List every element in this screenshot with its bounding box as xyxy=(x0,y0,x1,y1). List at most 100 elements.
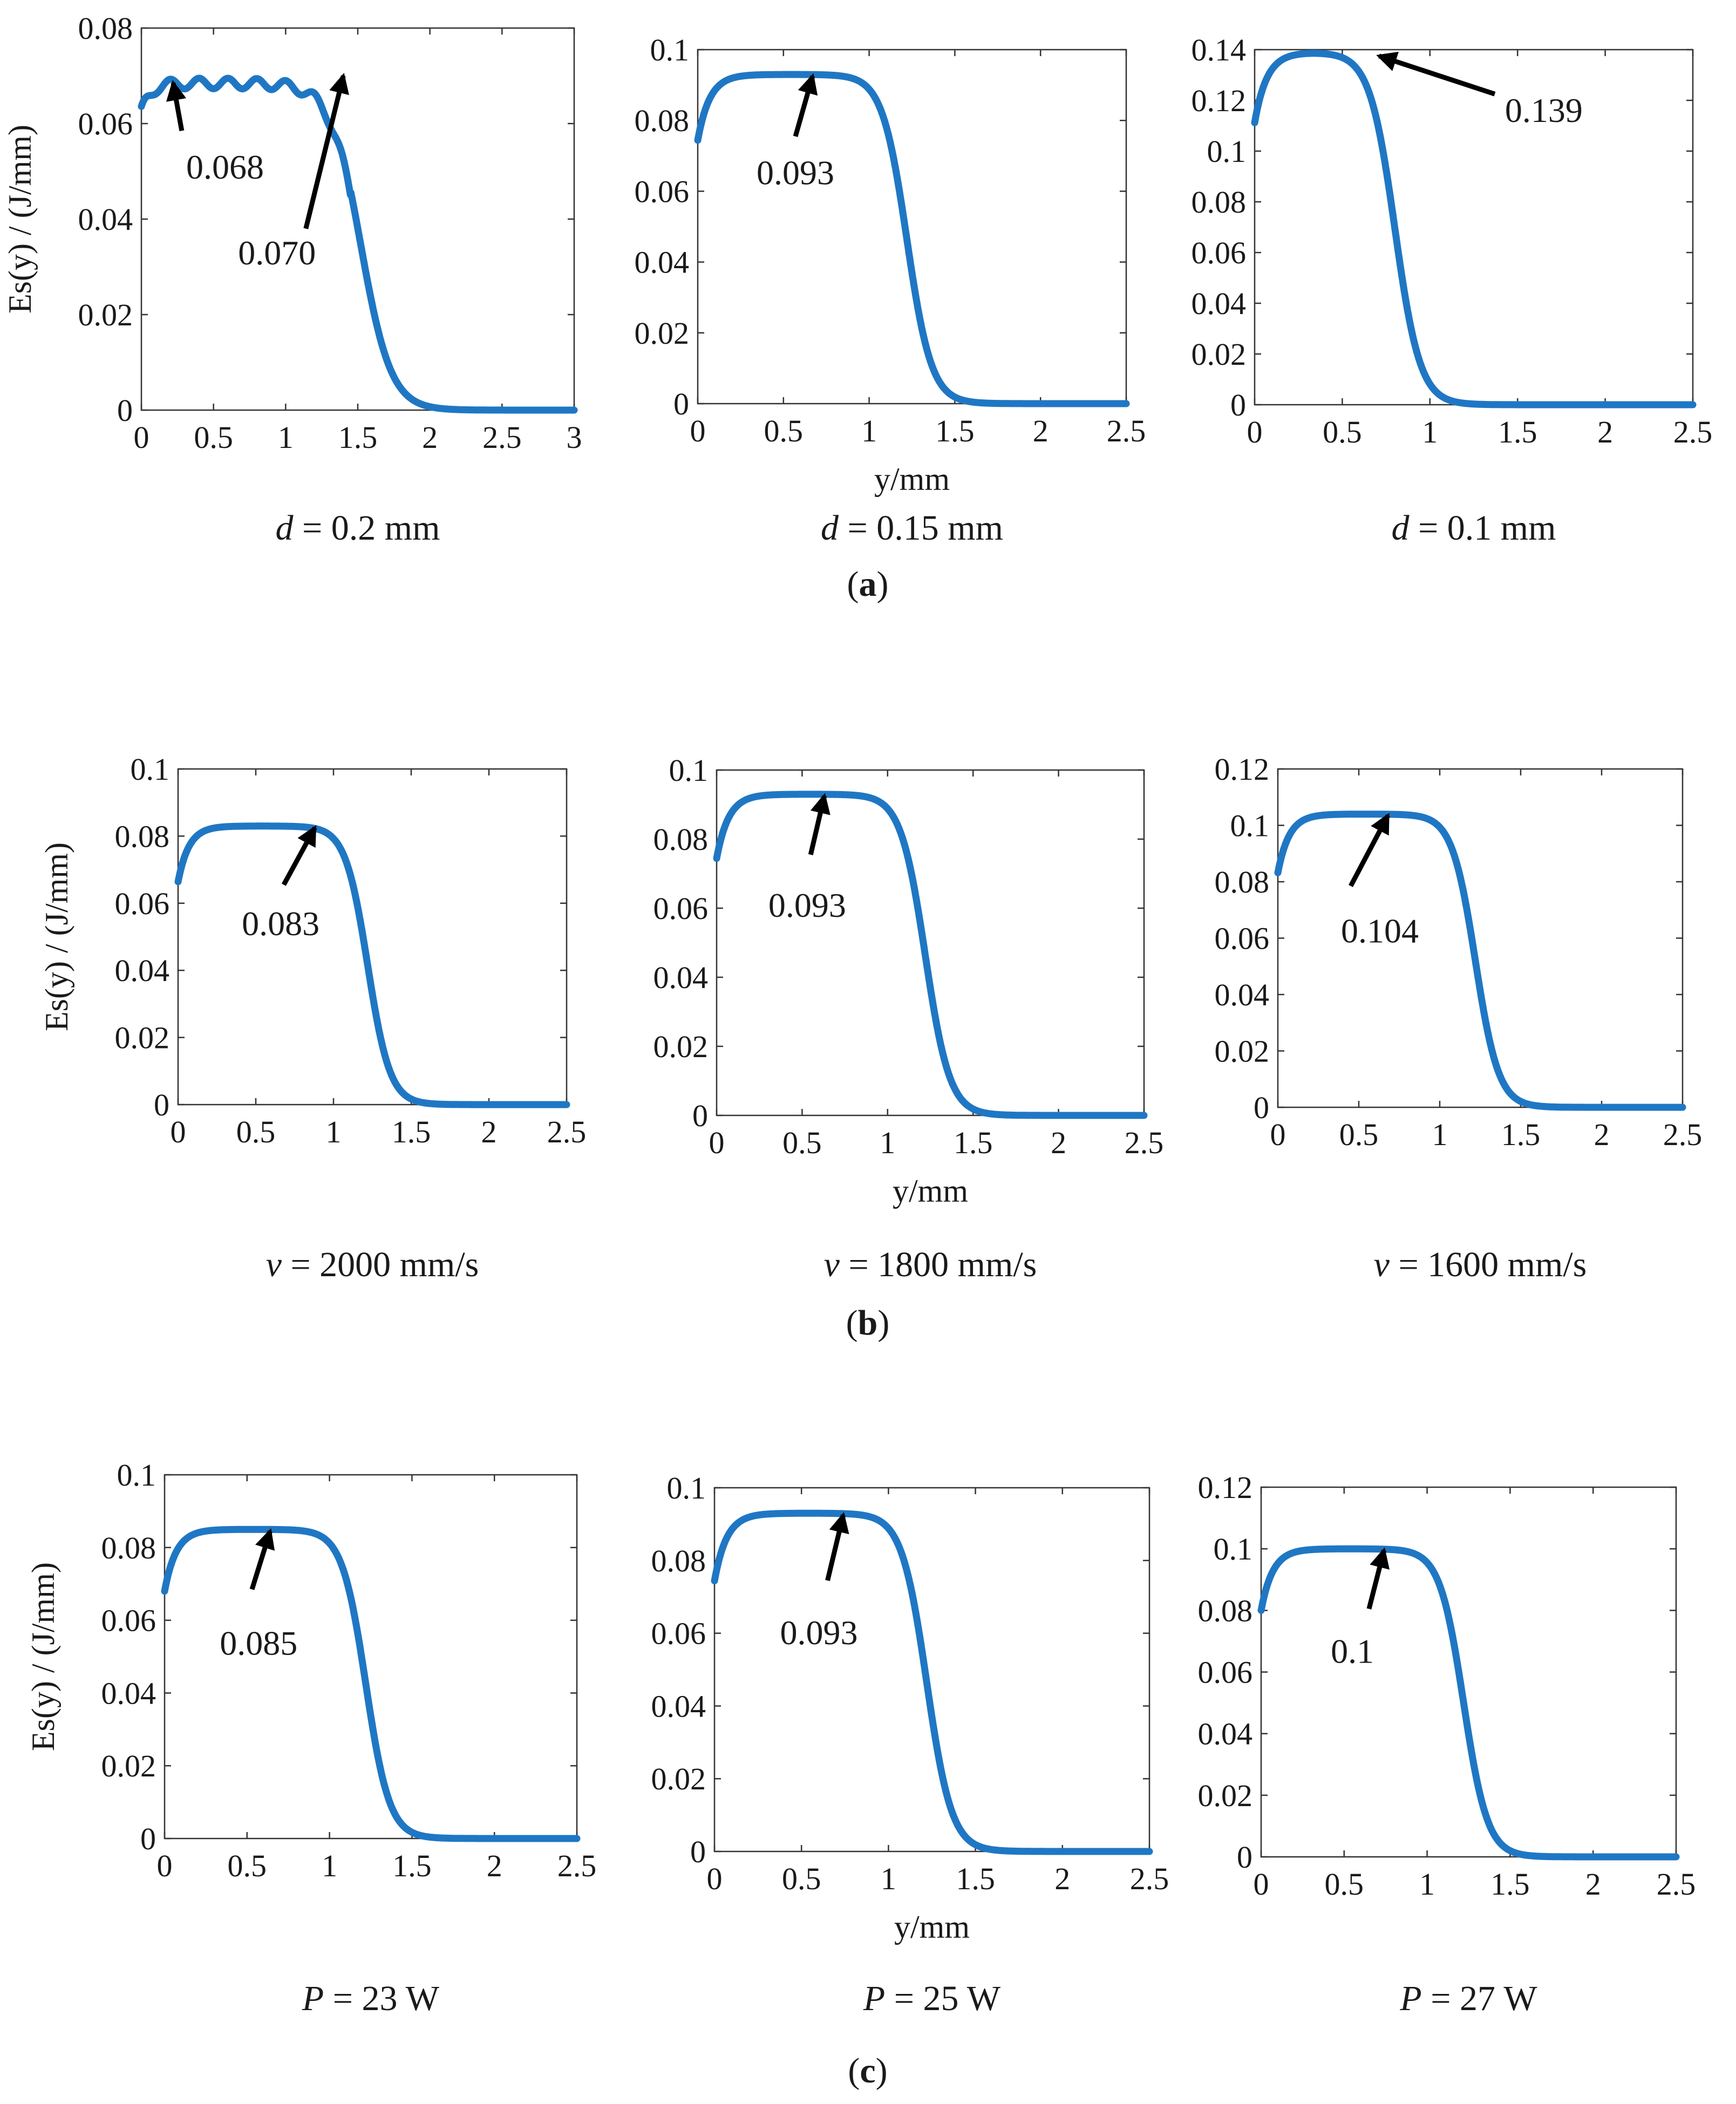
x-tick-label: 0.5 xyxy=(1325,1867,1364,1902)
subplot-a2: 0 0.5 1 1.5 2 2.5 0 0.02 0.04 0.06 0.08 0.1 0.093 y/m… xyxy=(635,32,1146,548)
x-tick-label: 1 xyxy=(326,1114,342,1149)
series-line xyxy=(711,1509,1153,1855)
annotation-label: 0.093 xyxy=(768,886,846,924)
y-tick-label: 0.04 xyxy=(635,245,690,280)
y-tick-label: 0.04 xyxy=(1192,286,1247,321)
series-line xyxy=(138,74,578,414)
panel-label-letter: b xyxy=(858,1303,878,1343)
x-tick-label: 1.5 xyxy=(1501,1117,1541,1152)
y-tick-label: 0.04 xyxy=(653,960,709,995)
annotation-label: 0.083 xyxy=(242,904,319,943)
caption-value: = 25 W xyxy=(885,1979,1001,2018)
series-line xyxy=(1257,1545,1680,1861)
y-tick-label: 0.06 xyxy=(101,1603,156,1638)
caption-variable: P xyxy=(302,1979,324,2018)
annotation-label: 0.068 xyxy=(186,148,264,186)
caption-variable: P xyxy=(1399,1979,1421,2018)
x-tick-label: 1 xyxy=(1432,1117,1448,1152)
subplot-caption: v = 1800 mm/s xyxy=(824,1245,1037,1284)
x-tick-label: 1 xyxy=(861,413,877,448)
caption-value: = 1600 mm/s xyxy=(1390,1245,1587,1284)
subplot-c3: 0 0.5 1 1.5 2 2.5 0 0.02 0.04 0.06 0.08 0.1 0.12 0.1 P… xyxy=(1198,1470,1696,2018)
x-tick-label: 2 xyxy=(481,1114,497,1149)
y-tick-label: 0.08 xyxy=(115,819,170,854)
x-tick-label: 2 xyxy=(1585,1867,1601,1902)
panel-label-open: ( xyxy=(847,564,859,604)
series-line xyxy=(174,822,570,1108)
y-tick-label: 0.06 xyxy=(115,886,170,921)
x-tick-label: 1.5 xyxy=(956,1861,995,1896)
x-tick-label: 0.5 xyxy=(194,420,233,455)
x-tick-label: 0 xyxy=(690,413,706,448)
panel-label: (a) xyxy=(847,564,889,604)
subplot-c2: 0 0.5 1 1.5 2 2.5 0 0.02 0.04 0.06 0.08 0.1 0.093 y/m… xyxy=(651,1470,1169,2018)
y-tick-label: 0.04 xyxy=(651,1688,706,1724)
panel-label-open: ( xyxy=(848,2051,860,2091)
caption-value: = 23 W xyxy=(324,1979,440,2018)
y-tick-label: 0.08 xyxy=(1215,864,1270,900)
x-tick-label: 0 xyxy=(707,1861,723,1896)
y-tick-label: 0.08 xyxy=(78,11,133,46)
plot-frame xyxy=(713,1487,1150,1853)
y-tick-label: 0.02 xyxy=(101,1748,156,1783)
y-tick-label: 0.14 xyxy=(1192,32,1247,67)
y-tick-label: 0 xyxy=(117,393,133,428)
caption-value: = 0.15 mm xyxy=(839,508,1003,548)
annotation-label: 0.070 xyxy=(238,234,316,272)
y-axis-label: Es(y) / (J/mm) xyxy=(25,1562,61,1751)
y-tick-label: 0.08 xyxy=(101,1530,156,1565)
x-tick-label: 1 xyxy=(1419,1867,1435,1902)
x-tick-label: 2.5 xyxy=(1107,413,1146,448)
plot-frame xyxy=(1277,768,1684,1108)
subplot-caption: v = 1600 mm/s xyxy=(1374,1245,1587,1284)
y-tick-label: 0.04 xyxy=(101,1676,156,1711)
annotation-arrow xyxy=(793,73,818,137)
y-tick-label: 0.1 xyxy=(667,1470,706,1506)
x-tick-label: 2 xyxy=(487,1848,502,1883)
subplot-caption: v = 2000 mm/s xyxy=(266,1245,479,1284)
x-tick-label: 2.5 xyxy=(1673,414,1713,450)
x-tick-label: 3 xyxy=(567,420,582,455)
annotation-arrow xyxy=(166,80,187,132)
annotation-arrow xyxy=(1376,51,1496,97)
y-tick-label: 0.06 xyxy=(1198,1655,1253,1690)
plot-frame xyxy=(716,769,1145,1116)
x-tick-label: 1.5 xyxy=(935,413,975,448)
y-tick-label: 0.06 xyxy=(651,1616,706,1651)
x-tick-label: 2 xyxy=(1033,413,1049,448)
panel-labels: (a)(b)(c) xyxy=(846,564,890,2091)
x-tick-label: 0.5 xyxy=(228,1848,267,1883)
y-tick-label: 0.1 xyxy=(669,753,709,788)
y-tick-label: 0.1 xyxy=(650,32,690,67)
panel-label-letter: c xyxy=(860,2051,875,2091)
annotation-arrow xyxy=(249,1528,275,1590)
panel-label: (b) xyxy=(846,1303,890,1343)
caption-value: = 0.2 mm xyxy=(294,508,440,548)
y-tick-label: 0.1 xyxy=(1214,1531,1253,1567)
x-tick-label: 0 xyxy=(1254,1867,1269,1902)
subplot-caption: P = 25 W xyxy=(863,1979,1001,2018)
x-tick-label: 0 xyxy=(157,1848,173,1883)
panel-label-open: ( xyxy=(846,1303,858,1343)
x-tick-label: 0.5 xyxy=(782,1861,821,1896)
annotation-label: 0.139 xyxy=(1505,91,1583,130)
annotation-arrow xyxy=(808,793,830,855)
annotation-arrow xyxy=(825,1512,849,1581)
y-tick-label: 0 xyxy=(1230,387,1246,423)
x-tick-label: 2.5 xyxy=(1657,1867,1696,1902)
panel-label-close: ) xyxy=(876,2051,888,2091)
x-tick-label: 1 xyxy=(1422,414,1438,450)
caption-variable: v xyxy=(1374,1245,1390,1284)
annotation-label: 0.085 xyxy=(220,1624,297,1663)
y-tick-label: 0.02 xyxy=(1192,337,1247,372)
caption-value: = 1800 mm/s xyxy=(840,1245,1037,1284)
y-axis-label: Es(y) / (J/mm) xyxy=(39,842,74,1031)
y-tick-label: 0.04 xyxy=(115,953,170,988)
plot-frame xyxy=(164,1474,578,1840)
y-tick-label: 0.08 xyxy=(653,822,709,857)
subplot-caption: d = 0.1 mm xyxy=(1392,508,1556,548)
series-line xyxy=(1274,811,1686,1111)
y-tick-label: 0.06 xyxy=(78,106,133,141)
y-tick-label: 0.06 xyxy=(1215,921,1270,956)
y-tick-label: 0.02 xyxy=(653,1029,709,1064)
